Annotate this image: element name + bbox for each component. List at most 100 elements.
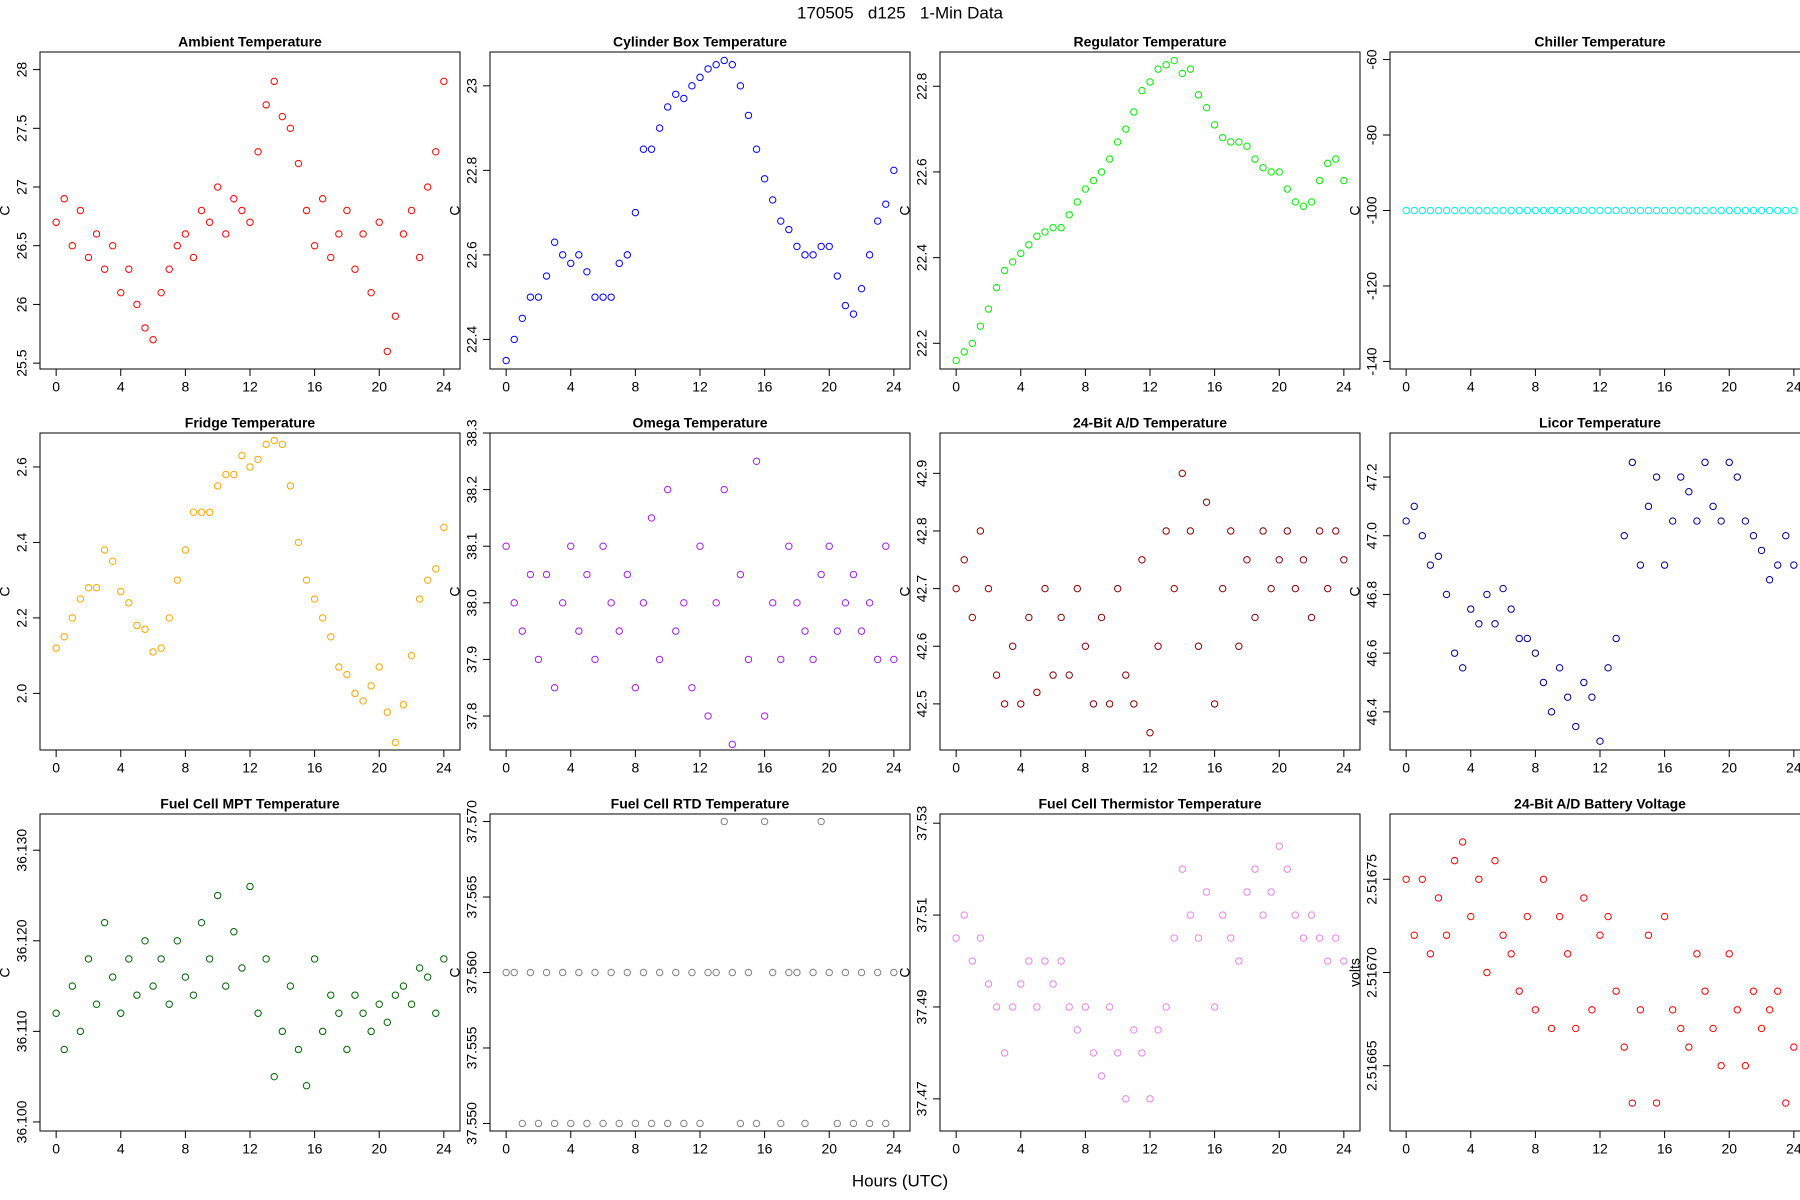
y-tick-label: 23: [464, 78, 480, 94]
point: [1138, 1049, 1146, 1057]
plot-frame: [39, 432, 461, 751]
point: [785, 225, 793, 234]
point: [60, 195, 68, 203]
x-tick-label: 16: [1657, 1141, 1673, 1157]
point: [1291, 584, 1300, 593]
y-tick-label: 28: [14, 62, 30, 78]
point: [1483, 206, 1491, 215]
y-axis-label: C: [0, 205, 13, 215]
point: [968, 339, 977, 347]
point: [1507, 605, 1515, 613]
point: [639, 145, 648, 153]
x-tick-label: 20: [371, 1141, 387, 1157]
point: [108, 973, 117, 981]
point: [343, 206, 351, 215]
point: [1620, 532, 1628, 540]
point: [165, 265, 173, 273]
point: [1717, 1062, 1725, 1070]
point: [60, 1045, 68, 1054]
point: [1315, 176, 1324, 185]
point: [1652, 473, 1661, 481]
point: [1057, 613, 1065, 622]
point: [149, 982, 157, 990]
point: [1757, 546, 1766, 555]
y-tick-label: 2.2: [14, 608, 30, 628]
point: [399, 230, 408, 238]
point: [1628, 1099, 1637, 1107]
point: [1458, 206, 1467, 215]
point: [1652, 206, 1661, 215]
x-tick-label: 16: [307, 760, 323, 776]
plot-frame: [39, 51, 461, 370]
point: [736, 82, 745, 90]
y-tick-label: -60: [1364, 49, 1380, 69]
point: [1291, 198, 1300, 206]
point: [1122, 1095, 1130, 1103]
point: [1644, 502, 1653, 511]
point: [1782, 532, 1790, 540]
y-tick-label: 37.9: [464, 646, 480, 673]
x-tick-label: 8: [1081, 379, 1089, 395]
point: [1572, 1024, 1580, 1033]
point: [92, 584, 101, 592]
y-tick-label: 42.8: [914, 517, 930, 544]
point: [1146, 1095, 1154, 1103]
point: [440, 523, 448, 532]
point: [510, 335, 518, 344]
point: [1251, 865, 1259, 873]
point: [1340, 176, 1348, 185]
point: [1178, 865, 1187, 873]
point: [1186, 911, 1195, 919]
point: [785, 542, 793, 550]
point: [1065, 1003, 1073, 1011]
panel-title: Licor Temperature: [1539, 415, 1661, 431]
x-tick-label: 24: [1336, 1141, 1352, 1157]
y-tick-label: 26: [14, 296, 30, 312]
point: [173, 576, 182, 584]
x-tick-label: 8: [181, 379, 189, 395]
point: [1693, 517, 1701, 525]
y-tick-label: -140: [1364, 347, 1380, 375]
point: [84, 253, 93, 262]
x-tick-label: 12: [1142, 760, 1158, 776]
point: [1017, 980, 1025, 988]
panel-title: Ambient Temperature: [178, 34, 322, 50]
point: [1507, 206, 1515, 215]
point: [1017, 700, 1025, 708]
point: [1580, 206, 1588, 215]
point: [108, 557, 117, 566]
point: [1259, 527, 1267, 535]
point: [1283, 527, 1292, 535]
x-tick-label: 20: [821, 1141, 837, 1157]
panel-title: Fridge Temperature: [185, 415, 316, 431]
point: [335, 230, 343, 238]
y-tick-label: 46.6: [1364, 639, 1380, 666]
point: [833, 272, 842, 280]
point: [197, 206, 206, 215]
point: [825, 968, 833, 977]
y-tick-label: 36.100: [14, 1100, 30, 1143]
point: [1033, 688, 1041, 697]
point: [294, 1045, 303, 1054]
point: [125, 599, 133, 607]
point: [1539, 678, 1548, 687]
point: [960, 911, 968, 919]
point: [1081, 1003, 1090, 1011]
point: [510, 968, 518, 977]
point: [1547, 708, 1556, 716]
y-tick-label: 37.49: [914, 989, 930, 1024]
plot-frame: [489, 813, 911, 1132]
x-tick-label: 12: [692, 760, 708, 776]
point: [238, 964, 246, 972]
x-tick-label: 16: [1207, 379, 1223, 395]
point: [672, 627, 680, 635]
point: [752, 457, 761, 466]
point: [1218, 584, 1227, 593]
point: [1790, 561, 1798, 569]
x-tick-label: 24: [886, 1141, 902, 1157]
point: [728, 60, 737, 69]
y-tick-label: 38.0: [464, 589, 480, 616]
point: [817, 242, 825, 251]
point: [1588, 1006, 1596, 1014]
point: [1210, 121, 1219, 129]
